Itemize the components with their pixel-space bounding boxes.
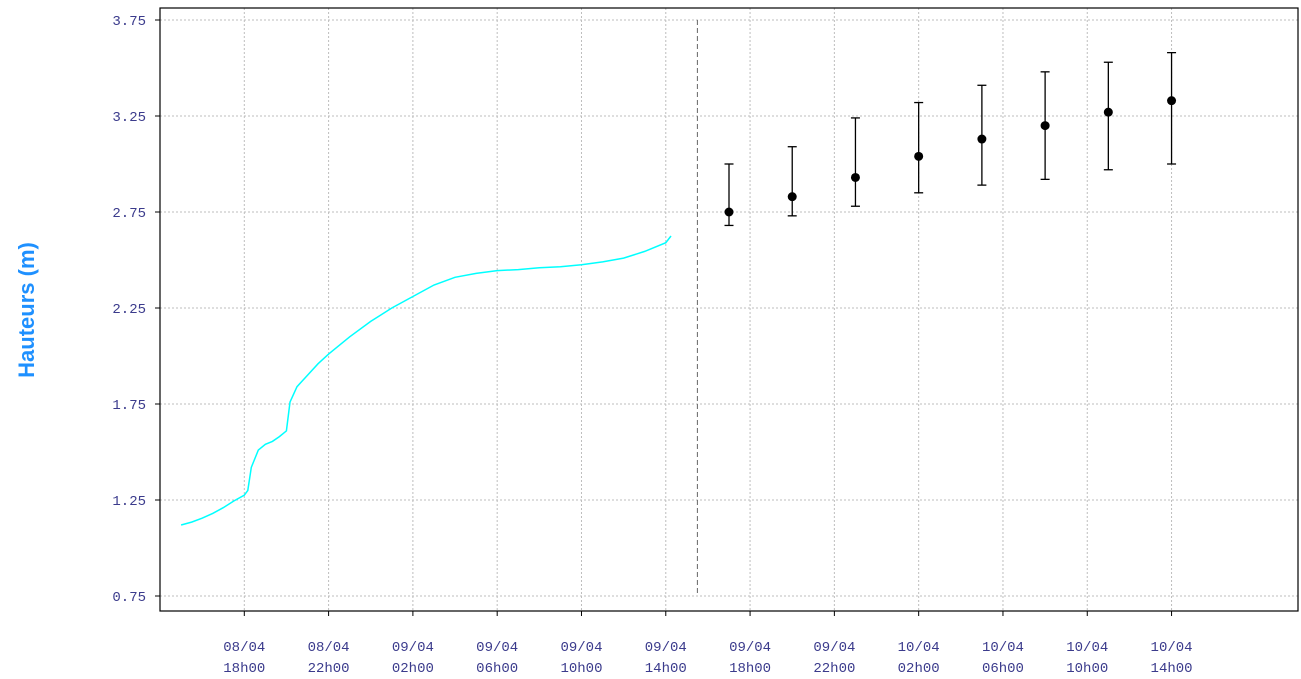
plot-frame <box>159 7 1299 612</box>
y-tick-label: 1.75 <box>112 398 146 414</box>
forecast-marker <box>850 172 860 182</box>
y-tick-label: 3.25 <box>112 110 146 126</box>
x-tick-label-date: 10/04 <box>1151 640 1193 656</box>
forecast-marker <box>724 207 734 217</box>
x-tick-label-date: 09/04 <box>813 640 855 656</box>
forecast-point <box>1103 61 1113 171</box>
forecast-series <box>724 51 1177 227</box>
forecast-marker <box>1103 107 1113 117</box>
x-tick-label-hour: 18h00 <box>729 661 771 677</box>
forecast-point <box>914 101 924 194</box>
x-tick-label-hour: 10h00 <box>560 661 602 677</box>
y-tick-label: 1.25 <box>112 494 146 510</box>
forecast-marker <box>1167 96 1177 106</box>
x-tick-label-hour: 14h00 <box>645 661 687 677</box>
forecast-marker <box>1040 121 1050 131</box>
x-tick-label-hour: 22h00 <box>813 661 855 677</box>
x-tick-label-date: 10/04 <box>898 640 940 656</box>
forecast-marker <box>787 192 797 202</box>
forecast-marker <box>977 134 987 144</box>
x-tick-label-hour: 02h00 <box>898 661 940 677</box>
y-tick-label: 2.75 <box>112 206 146 222</box>
forecast-point <box>1167 51 1177 165</box>
forecast-point <box>724 163 734 227</box>
x-tick-label-date: 09/04 <box>729 640 771 656</box>
x-tick-label-hour: 06h00 <box>476 661 518 677</box>
x-tick-label-date: 09/04 <box>645 640 687 656</box>
x-tick-label-date: 09/04 <box>560 640 602 656</box>
x-tick-label-date: 10/04 <box>1066 640 1108 656</box>
y-tick-label: 2.25 <box>112 302 146 318</box>
observed-series <box>180 235 672 526</box>
grid <box>160 8 1298 611</box>
x-tick-label-date: 10/04 <box>982 640 1024 656</box>
forecast-point <box>1040 71 1050 181</box>
y-axis-label: Hauteurs (m) <box>14 242 39 378</box>
x-tick-label-date: 09/04 <box>392 640 434 656</box>
y-tick-labels: 0.75 1.25 1.75 2.25 2.75 3.25 3.75 <box>112 14 160 606</box>
x-tick-label-hour: 02h00 <box>392 661 434 677</box>
forecast-point <box>977 84 987 186</box>
forecast-point <box>787 146 797 217</box>
x-tick-label-hour: 06h00 <box>982 661 1024 677</box>
x-tick-label-hour: 10h00 <box>1066 661 1108 677</box>
x-tick-label-hour: 14h00 <box>1151 661 1193 677</box>
x-tick-label-date: 08/04 <box>223 640 265 656</box>
y-tick-label: 3.75 <box>112 14 146 30</box>
y-tick-label: 0.75 <box>112 590 146 606</box>
x-tick-labels: 08/04 18h00 08/04 22h00 09/04 02h00 09/04 06h00… <box>223 611 1193 677</box>
x-tick-label-hour: 22h00 <box>308 661 350 677</box>
x-tick-label-date: 08/04 <box>308 640 350 656</box>
forecast-point <box>850 117 860 207</box>
x-tick-label-hour: 18h00 <box>223 661 265 677</box>
x-tick-label-date: 09/04 <box>476 640 518 656</box>
forecast-marker <box>914 151 924 161</box>
observed-line <box>180 235 672 526</box>
